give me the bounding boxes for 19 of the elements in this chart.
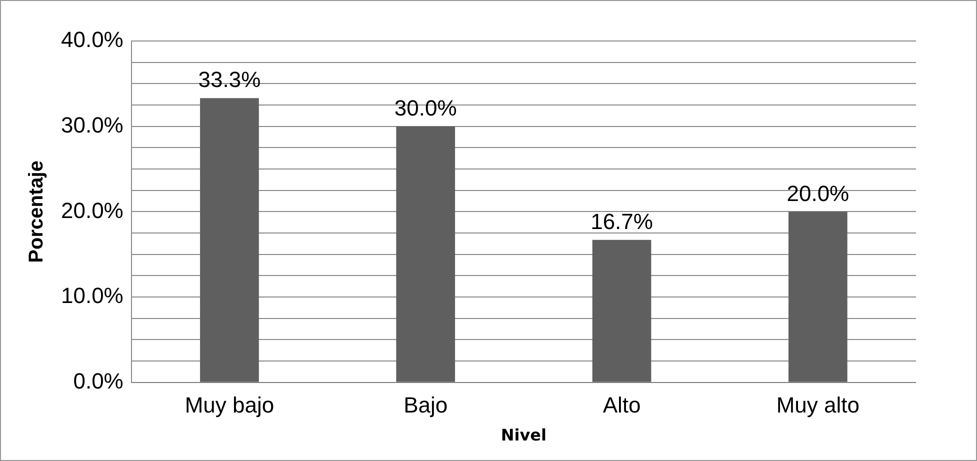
y-tick-label: 20.0%	[60, 198, 124, 223]
bar	[788, 212, 848, 382]
x-tick-label: Muy bajo	[184, 392, 274, 418]
bar	[396, 126, 456, 382]
data-label: 20.0%	[786, 180, 850, 206]
y-tick-label: 30.0%	[60, 112, 124, 138]
data-label: 30.0%	[394, 95, 457, 120]
y-tick-label: 0.0%	[73, 368, 124, 394]
data-label: 33.3%	[198, 67, 261, 92]
x-tick-label: Muy alto	[776, 392, 860, 418]
x-tick-label: Alto	[602, 392, 641, 418]
y-tick-label: 10.0%	[60, 283, 124, 308]
data-label: 16.7%	[590, 208, 653, 234]
y-axis-title: Porcentaje	[26, 160, 48, 263]
x-tick-label: Bajo	[404, 392, 448, 418]
x-axis-title: Nivel	[500, 426, 547, 445]
bar	[200, 98, 259, 382]
bar	[592, 240, 652, 382]
y-tick-label: 40.0%	[60, 27, 124, 52]
